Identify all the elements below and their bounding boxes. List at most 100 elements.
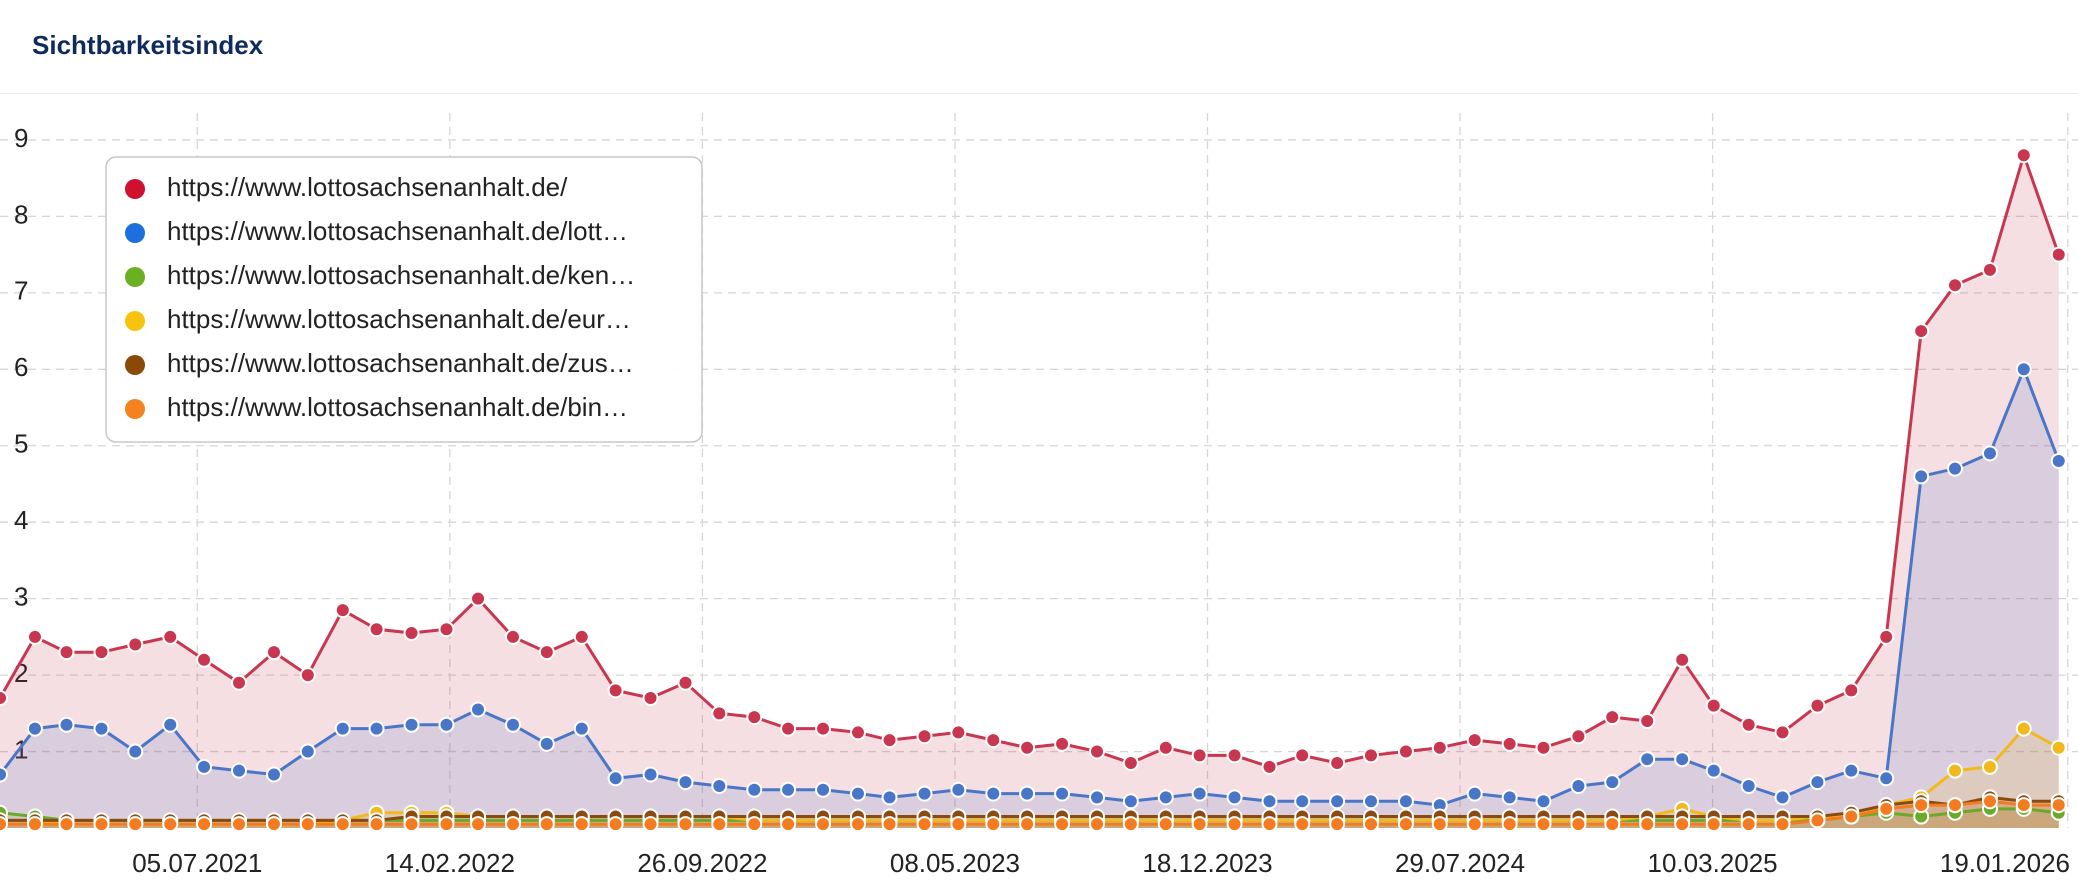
marker — [231, 762, 248, 779]
marker — [985, 732, 1002, 749]
marker — [1019, 816, 1036, 833]
area — [0, 369, 2059, 828]
legend-label: https://www.lottosachsenanhalt.de/ — [167, 172, 568, 202]
marker — [1362, 793, 1379, 810]
marker — [2015, 361, 2032, 378]
x-tick-label: 10.03.2025 — [1648, 848, 1778, 878]
marker — [58, 716, 75, 733]
marker — [470, 816, 487, 833]
marker — [1913, 797, 1930, 814]
marker — [815, 816, 832, 833]
legend-label: https://www.lottosachsenanhalt.de/eur… — [167, 304, 631, 334]
marker — [746, 781, 763, 798]
marker — [1981, 261, 1998, 278]
marker — [1466, 785, 1483, 802]
marker — [1122, 793, 1139, 810]
marker — [1981, 758, 1998, 775]
marker — [1226, 789, 1243, 806]
marker — [93, 816, 110, 833]
marker — [1947, 460, 1963, 477]
marker — [1501, 735, 1518, 752]
marker — [711, 705, 728, 722]
marker — [1774, 816, 1791, 833]
marker — [1329, 755, 1346, 772]
chart-title: Sichtbarkeitsindex — [32, 30, 264, 60]
marker — [1294, 816, 1311, 833]
marker — [1397, 793, 1414, 810]
marker — [265, 644, 282, 661]
marker — [1674, 651, 1691, 668]
marker — [1535, 793, 1552, 810]
marker — [607, 816, 624, 833]
y-tick-label: 3 — [14, 582, 28, 612]
marker — [1570, 816, 1587, 833]
marker — [1913, 323, 1930, 340]
marker — [93, 720, 110, 737]
marker — [916, 816, 933, 833]
grid — [0, 113, 2078, 828]
marker — [985, 816, 1002, 833]
marker — [642, 766, 659, 783]
marker — [265, 766, 282, 783]
marker — [1604, 816, 1621, 833]
marker — [127, 816, 144, 833]
marker — [2050, 453, 2067, 470]
marker — [1809, 812, 1826, 829]
x-tick-label: 18.12.2023 — [1142, 848, 1272, 878]
marker — [1535, 816, 1552, 833]
marker — [231, 674, 248, 691]
marker — [1054, 735, 1071, 752]
x-tick-label: 08.05.2023 — [890, 848, 1020, 878]
markers — [0, 147, 2067, 833]
marker — [1878, 628, 1895, 645]
marker — [438, 816, 455, 833]
y-tick-label: 6 — [14, 352, 28, 382]
marker — [1570, 777, 1587, 794]
marker — [573, 628, 590, 645]
marker — [1019, 785, 1036, 802]
marker — [746, 709, 763, 726]
marker — [1157, 789, 1174, 806]
marker — [1705, 816, 1722, 833]
marker — [470, 590, 487, 607]
marker — [504, 628, 521, 645]
marker — [1261, 793, 1278, 810]
marker — [1362, 816, 1379, 833]
marker — [1294, 793, 1311, 810]
marker — [1740, 716, 1757, 733]
legend-dot — [125, 311, 145, 331]
marker — [607, 682, 624, 699]
marker — [368, 816, 385, 833]
marker — [1981, 793, 1998, 810]
marker — [504, 816, 521, 833]
marker — [93, 644, 110, 661]
marker — [231, 816, 248, 833]
marker — [438, 621, 455, 638]
marker — [504, 716, 521, 733]
marker — [1639, 751, 1656, 768]
marker — [1878, 770, 1895, 787]
marker — [196, 758, 213, 775]
marker — [1157, 816, 1174, 833]
marker — [299, 667, 316, 684]
x-tick-label: 19.01.2026 — [1940, 848, 2070, 878]
marker — [1843, 762, 1860, 779]
marker — [1226, 816, 1243, 833]
marker — [849, 724, 866, 741]
marker — [0, 816, 8, 833]
marker — [1809, 697, 1826, 714]
marker — [470, 701, 487, 718]
marker — [1674, 751, 1691, 768]
marker — [1947, 277, 1963, 294]
marker — [1913, 468, 1930, 485]
marker — [1261, 758, 1278, 775]
legend-label: https://www.lottosachsenanhalt.de/lott… — [167, 216, 628, 246]
legend-dot — [125, 355, 145, 375]
marker — [1466, 816, 1483, 833]
marker — [2050, 739, 2067, 756]
marker — [1843, 682, 1860, 699]
x-tick-label: 14.02.2022 — [385, 848, 515, 878]
marker — [1740, 777, 1757, 794]
